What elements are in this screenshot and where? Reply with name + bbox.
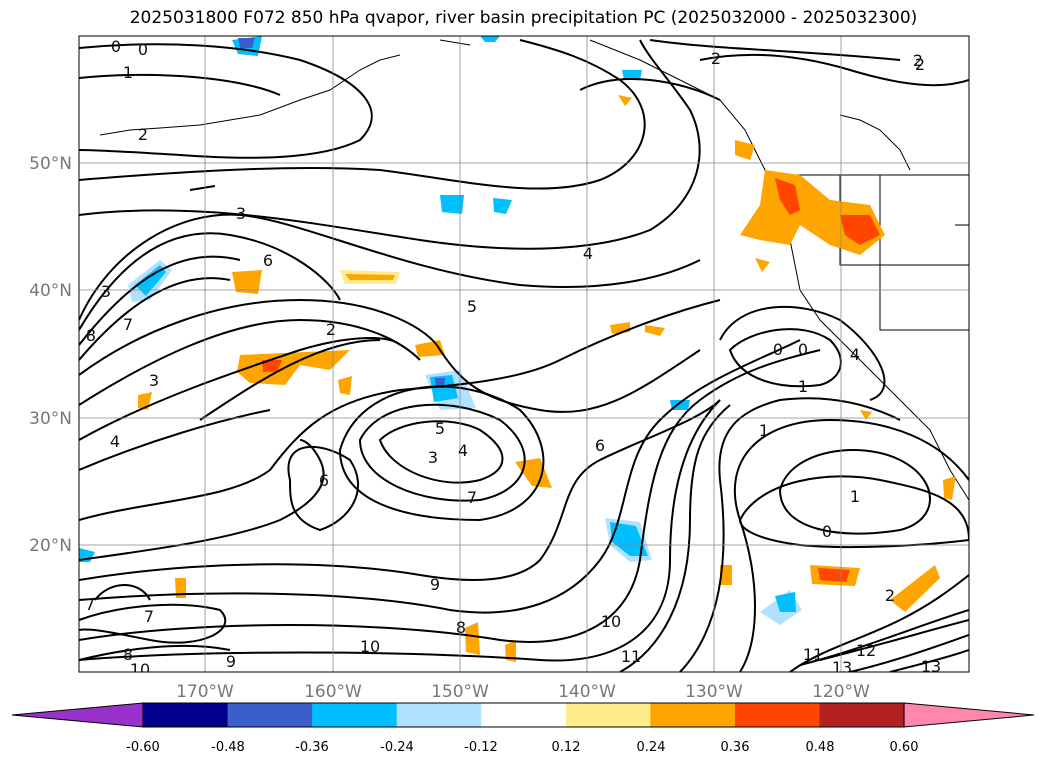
contour-label: 1 <box>850 487 860 506</box>
colorbar-frame <box>142 702 905 728</box>
contour-label: 0 <box>111 37 121 56</box>
contour-label: 3 <box>236 204 246 223</box>
contour-label: 10 <box>130 660 150 679</box>
contour-label: 5 <box>435 419 445 438</box>
contour-label: 6 <box>595 436 605 455</box>
contour-label: 5 <box>467 297 477 316</box>
contour-label: 8 <box>456 618 466 637</box>
contour-label: 9 <box>430 575 440 594</box>
coastline <box>99 39 969 501</box>
colorbar-swatch <box>227 703 313 727</box>
contour-label: 0 <box>773 340 783 359</box>
contour-label: 2 <box>711 49 721 68</box>
colorbar-tick-label: 0.36 <box>721 740 750 755</box>
contour-label: 3 <box>101 282 111 301</box>
colorbar-swatch <box>565 703 651 727</box>
contour-label: 7 <box>123 315 133 334</box>
colorbar-swatch <box>734 703 820 727</box>
contour-label: 0 <box>798 340 808 359</box>
contour-label: 2 <box>885 586 895 605</box>
colorbar-swatch <box>312 703 398 727</box>
colorbar-extend-high <box>903 702 1035 728</box>
colorbar-swatch <box>650 703 736 727</box>
colorbar-tick-label: -0.12 <box>464 740 498 755</box>
contour-label: 0 <box>822 522 832 541</box>
colorbar-extend-low <box>11 702 144 728</box>
colorbar-swatch <box>481 703 567 727</box>
contour-label: 2 <box>326 320 336 339</box>
contour-label: 1 <box>759 421 769 440</box>
contour-label: 8 <box>123 645 133 664</box>
lon-label: 140°W <box>558 682 616 702</box>
contour-label: 10 <box>601 612 621 631</box>
contour-label: 10 <box>360 637 380 656</box>
contour-label: 1 <box>123 63 133 82</box>
contour-label: 4 <box>458 441 468 460</box>
colorbar-tick-label: 0.12 <box>552 740 581 755</box>
contour-label: 11 <box>803 645 823 664</box>
lat-label: 20°N <box>29 536 72 556</box>
contour-label: 13 <box>921 657 941 676</box>
colorbar <box>11 702 1035 728</box>
colorbar-tick-label: -0.60 <box>126 740 160 755</box>
contour-label: 3 <box>149 371 159 390</box>
lon-label: 160°W <box>304 682 362 702</box>
colorbar-tick-label: -0.24 <box>380 740 414 755</box>
lat-label: 40°N <box>29 281 72 301</box>
colorbar-tick-label: -0.48 <box>211 740 245 755</box>
lon-label: 120°W <box>812 682 870 702</box>
contour-label: 4 <box>110 432 120 451</box>
contour-label: 7 <box>85 595 95 614</box>
contour-label: 2 <box>913 51 923 70</box>
lon-label: 170°W <box>176 682 234 702</box>
contour-label: 2 <box>138 125 148 144</box>
gridlines <box>79 36 969 672</box>
contour-label: 9 <box>226 652 236 671</box>
lat-label: 30°N <box>29 409 72 429</box>
lat-label: 50°N <box>29 154 72 174</box>
contour-label: 4 <box>850 345 860 364</box>
contour-label: 6 <box>263 251 273 270</box>
map-title: 2025031800 F072 850 hPa qvapor, river ba… <box>129 8 918 28</box>
contour-label: 8 <box>86 326 96 345</box>
contour-label: 0 <box>138 40 148 59</box>
contour-label: 13 <box>832 658 852 677</box>
colorbar-ticks: -0.60 -0.48 -0.36 -0.24 -0.12 0.12 0.24 … <box>126 740 918 755</box>
colorbar-swatch <box>396 703 482 727</box>
contour-label: 7 <box>467 488 477 507</box>
contour-label: 11 <box>621 647 641 666</box>
map-frame <box>78 35 970 673</box>
lon-label: 130°W <box>685 682 743 702</box>
contour-label: 7 <box>144 607 154 626</box>
colorbar-tick-label: 0.24 <box>637 740 666 755</box>
colorbar-swatch <box>143 703 229 727</box>
contour-label: 1 <box>798 377 808 396</box>
precip-shading <box>79 36 956 662</box>
contour-label: 12 <box>856 641 876 660</box>
contour-label: 6 <box>319 471 329 490</box>
contour-label: 2 <box>915 55 925 74</box>
qvapor-contours <box>79 39 969 672</box>
colorbar-tick-label: -0.36 <box>295 740 329 755</box>
contour-label: 3 <box>428 448 438 467</box>
colorbar-tick-label: 0.60 <box>890 740 919 755</box>
colorbar-swatch <box>819 703 905 727</box>
contour-label: 4 <box>583 244 593 263</box>
lon-label: 150°W <box>431 682 489 702</box>
colorbar-tick-label: 0.48 <box>806 740 835 755</box>
